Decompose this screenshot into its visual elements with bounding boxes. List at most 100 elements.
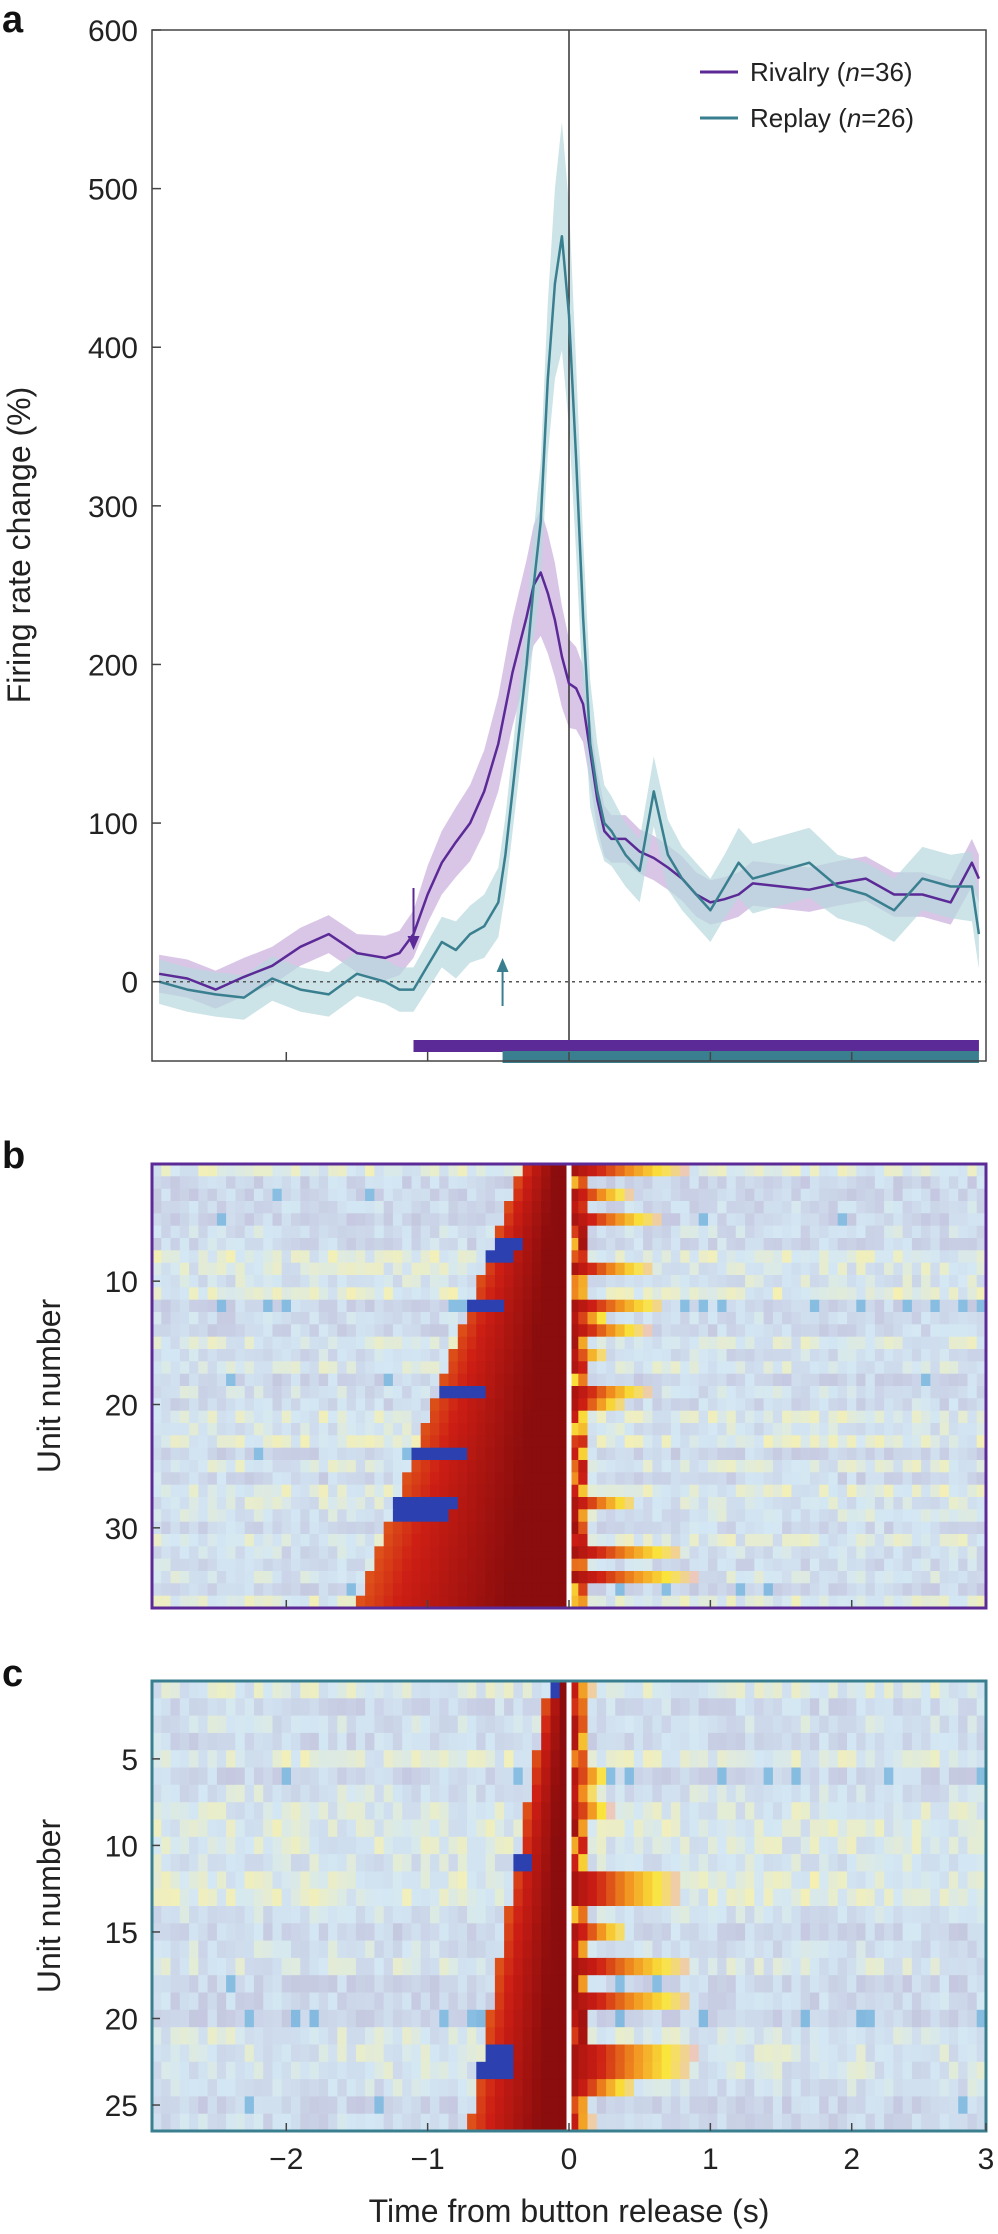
heatmap-b-cell: [504, 1435, 514, 1449]
heatmap-b-cell: [179, 1435, 190, 1449]
heatmap-b-cell: [939, 1324, 950, 1338]
heatmap-b-cell: [847, 1176, 857, 1190]
heatmap-b-cell: [782, 1287, 792, 1301]
heatmap-b-cell: [541, 1250, 552, 1264]
heatmap-b-cell: [328, 1410, 338, 1424]
heatmap-b-cell: [763, 1238, 774, 1251]
heatmap-c-cell: [198, 1698, 209, 1717]
heatmap-c-cell: [235, 1836, 246, 1855]
heatmap-b-cell: [735, 1361, 746, 1375]
heatmap-b-cell: [244, 1509, 255, 1523]
heatmap-c-cell: [448, 1750, 459, 1769]
heatmap-b-cell: [670, 1188, 681, 1202]
heatmap-b-cell: [911, 1336, 922, 1350]
heatmap-b-cell: [615, 1361, 626, 1375]
heatmap-b-cell: [782, 1164, 792, 1177]
heatmap-b-cell: [300, 1262, 311, 1276]
heatmap-b-cell: [976, 1595, 986, 1608]
heatmap-b-cell: [791, 1410, 802, 1424]
heatmap-b-cell: [633, 1324, 644, 1338]
heatmap-b-cell: [355, 1521, 366, 1535]
replay-series-line: [158, 234, 981, 999]
heatmap-b-cell: [318, 1201, 329, 1214]
heatmap-b-cell: [606, 1509, 616, 1523]
heatmap-b-cell: [763, 1497, 774, 1510]
heatmap-b-cell: [355, 1275, 366, 1288]
heatmap-b-cell: [735, 1435, 746, 1449]
heatmap-b-cell: [680, 1299, 691, 1313]
heatmap-b-cell: [902, 1373, 913, 1387]
heatmap-c-cell: [216, 1819, 227, 1838]
heatmap-b-cell: [967, 1546, 978, 1560]
heatmap-c-cell: [383, 1854, 394, 1872]
heatmap-b-cell: [717, 1312, 728, 1325]
heatmap-b-cell: [559, 1460, 570, 1473]
y-tick-label-b: 20: [105, 1390, 138, 1423]
heatmap-b-cell: [643, 1386, 653, 1399]
heatmap-c-cell: [689, 1732, 700, 1751]
heatmap-b-cell: [531, 1373, 542, 1387]
heatmap-c-cell: [179, 1854, 190, 1872]
heatmap-c-cell: [476, 1681, 487, 1699]
heatmap-b-cell: [309, 1336, 320, 1350]
heatmap-b-cell: [837, 1571, 848, 1584]
heatmap-b-cell: [606, 1583, 616, 1597]
heatmap-b-cell: [504, 1447, 514, 1461]
heatmap-b-cell: [902, 1595, 913, 1608]
heatmap-b-cell: [383, 1521, 394, 1535]
heatmap-b-cell: [559, 1299, 570, 1313]
heatmap-b-cell: [763, 1558, 774, 1572]
heatmap-c-cell: [856, 1750, 867, 1769]
heatmap-c-cell: [911, 1698, 922, 1717]
heatmap-b-cell: [717, 1361, 728, 1375]
heatmap-c-cell: [430, 1681, 440, 1699]
heatmap-b-cell: [902, 1299, 913, 1313]
heatmap-b-cell: [374, 1484, 385, 1498]
heatmap-b-cell: [504, 1250, 514, 1264]
heatmap-b-cell: [587, 1250, 598, 1264]
heatmap-b-cell: [300, 1361, 311, 1375]
heatmap-c-cell: [754, 1871, 765, 1890]
heatmap-c-cell: [272, 1715, 283, 1734]
heatmap-b-cell: [587, 1521, 598, 1535]
heatmap-b-cell: [457, 1521, 468, 1535]
heatmap-b-cell: [698, 1521, 709, 1535]
heatmap-b-cell: [809, 1299, 820, 1313]
heatmap-c-cell: [318, 1698, 329, 1717]
heatmap-c-cell: [272, 1992, 283, 2011]
heatmap-b-cell: [179, 1373, 190, 1387]
heatmap-c-cell: [754, 1906, 765, 1924]
heatmap-b-cell: [893, 1324, 904, 1338]
heatmap-b-cell: [411, 1386, 422, 1399]
heatmap-b-cell: [717, 1373, 728, 1387]
legend-label-rivalry: Rivalry (n=36): [750, 57, 913, 87]
heatmap-c-cell: [253, 1923, 264, 1942]
heatmap-b-cell: [828, 1484, 839, 1498]
heatmap-b-cell: [745, 1534, 755, 1547]
heatmap-b-cell: [689, 1546, 700, 1560]
heatmap-b-cell: [661, 1201, 672, 1214]
heatmap-b-cell: [893, 1423, 904, 1436]
heatmap-c-cell: [661, 1923, 672, 1942]
heatmap-c-cell: [504, 1802, 514, 1821]
heatmap-b-cell: [624, 1534, 635, 1547]
heatmap-b-cell: [772, 1521, 783, 1535]
heatmap-b-cell: [893, 1373, 904, 1387]
heatmap-b-cell: [420, 1472, 431, 1486]
heatmap-c-cell: [494, 1802, 505, 1821]
heatmap-b-cell: [504, 1484, 514, 1498]
heatmap-b-cell: [420, 1361, 431, 1375]
heatmap-c-cell: [170, 1715, 181, 1734]
heatmap-b-cell: [800, 1484, 811, 1498]
heatmap-b-cell: [745, 1250, 755, 1264]
heatmap-c-cell: [893, 1906, 904, 1924]
heatmap-c-cell: [884, 1784, 894, 1803]
heatmap-c-cell: [930, 1957, 941, 1976]
heatmap-b-cell: [170, 1201, 181, 1214]
heatmap-c-cell: [328, 1888, 338, 1907]
heatmap-b-cell: [763, 1324, 774, 1338]
heatmap-b-cell: [893, 1595, 904, 1608]
heatmap-b-cell: [847, 1484, 857, 1498]
heatmap-b-cell: [494, 1250, 505, 1264]
heatmap-b-cell: [226, 1238, 236, 1251]
